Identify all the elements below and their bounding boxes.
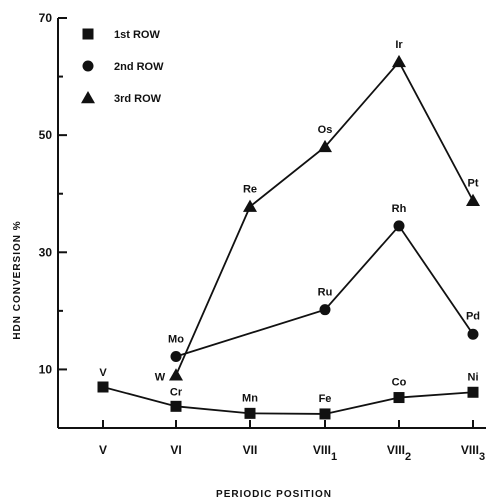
point-label: Mo [168,334,184,346]
data-point [170,400,182,412]
data-point [318,139,332,153]
data-point [170,351,182,363]
point-label: V [99,367,107,379]
x-tick-label: V [99,443,107,457]
data-point [467,386,479,398]
x-tick-label: VI [170,443,181,457]
data-point [319,304,331,316]
x-tick-label: VII [243,443,258,457]
series-layer: V Cr Mn Fe Co Ni Mo Ru Rh Pd W Re Os Ir Pt [97,39,480,420]
x-tick-label: VIII1 [313,443,337,463]
legend-label: 3rd ROW [114,93,162,105]
series-line [102,386,474,415]
point-label: Ru [318,287,333,299]
point-label: W [155,371,166,383]
data-point [244,407,256,419]
point-label: Os [318,124,333,136]
series-line [175,224,474,358]
y-axis-title: HDN CONVERSION % [12,220,23,339]
y-tick-label: 50 [39,128,53,142]
point-label: Fe [319,393,332,405]
legend-label: 1st ROW [114,29,160,41]
series-square: V Cr Mn Fe Co Ni [97,367,479,420]
point-label: Rh [392,203,407,215]
legend: 1st ROW 2nd ROW 3rd ROW [81,28,164,105]
data-point [467,328,479,340]
data-point [466,193,480,206]
series-line [175,60,474,376]
point-label: Ni [468,371,479,383]
data-point [393,392,405,404]
x-axis-title: PERIODIC POSITION [216,489,332,500]
data-point [392,54,406,68]
y-tick-label: 10 [39,362,53,376]
data-point [243,199,257,212]
legend-label: 2nd ROW [114,61,164,73]
y-tick-label: 70 [39,11,53,25]
legend-marker [82,60,94,72]
point-label: Mn [242,392,258,404]
x-tick-label: VIII3 [461,443,485,463]
y-tick-label: 30 [39,245,53,259]
legend-marker [82,28,94,40]
point-label: Cr [170,386,183,398]
point-label: Pt [468,178,479,190]
series-triangle: W Re Os Ir Pt [155,39,480,383]
data-point [97,381,109,393]
x-tick-label: VIII2 [387,443,411,463]
point-label: Co [392,377,407,389]
data-point [393,220,405,232]
data-point [169,368,183,381]
axes: 10 30 50 70 V VI VII VIII1 VIII2 VIII3 [39,11,486,463]
point-label: Ir [395,39,403,51]
point-label: Re [243,184,257,196]
legend-marker [81,91,95,104]
series-circle: Mo Ru Rh Pd [168,203,480,363]
data-point [319,408,331,420]
point-label: Pd [466,310,480,322]
